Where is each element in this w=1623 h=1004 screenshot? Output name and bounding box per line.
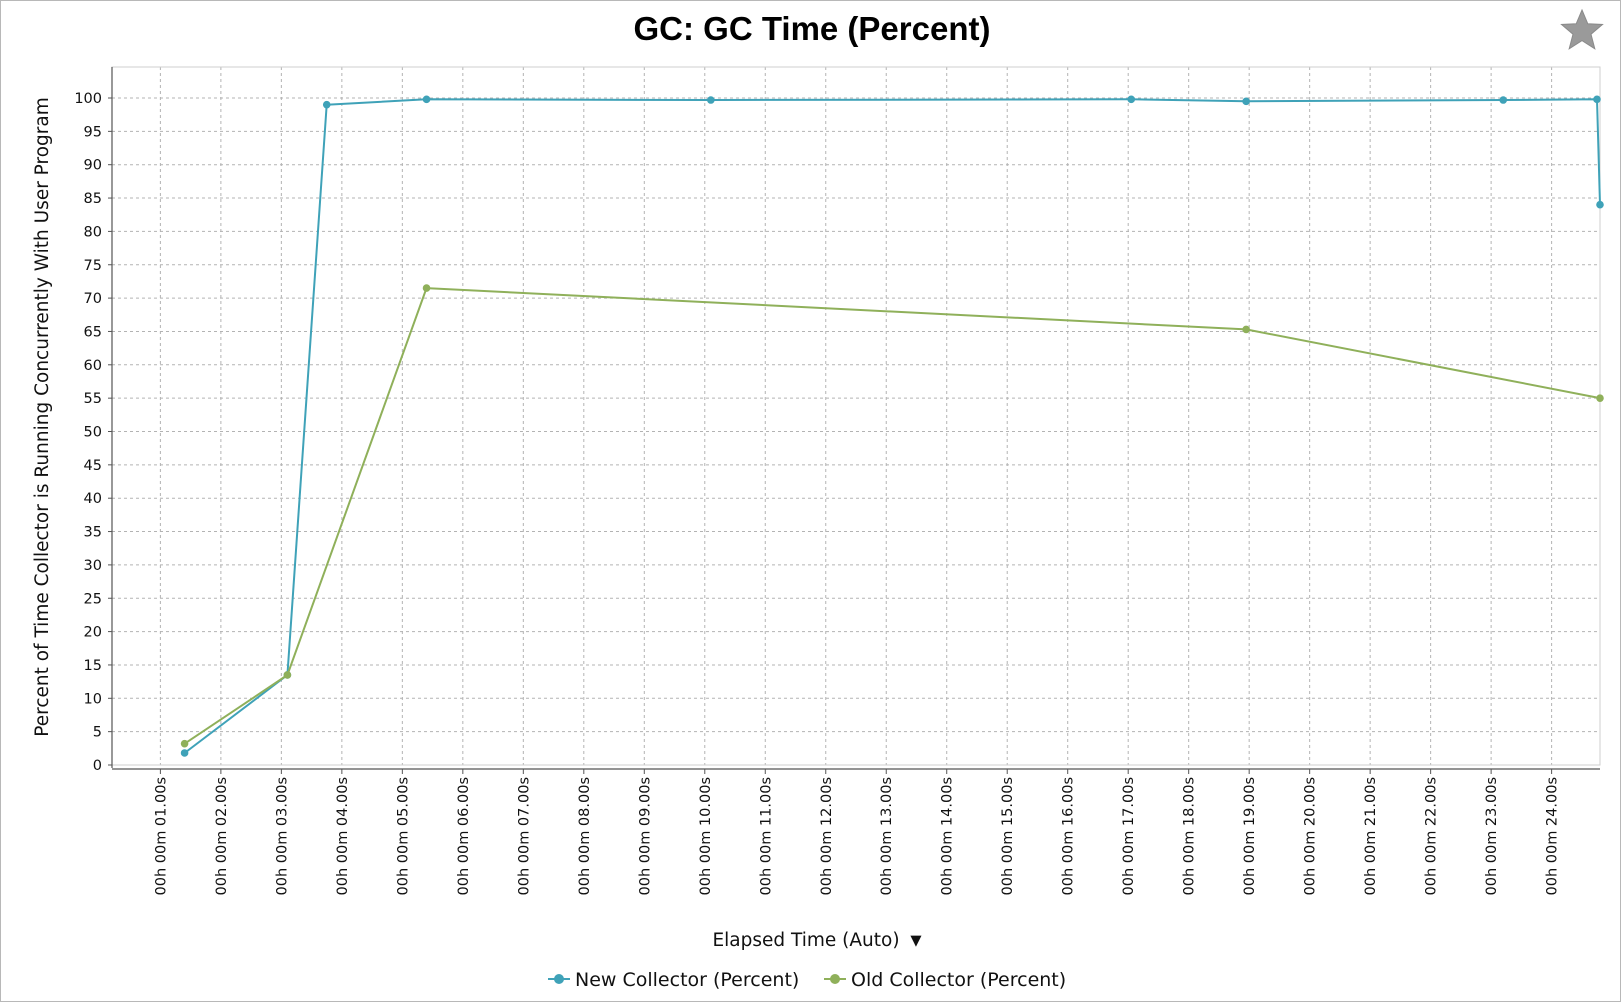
series-line (184, 287, 1601, 745)
x-tick-label: 00h 00m 12.00s (819, 777, 835, 896)
data-point (180, 749, 189, 757)
y-tick-label: 10 (84, 691, 102, 707)
data-point (1242, 325, 1250, 334)
x-tick-label: 00h 00m 05.00s (395, 777, 411, 896)
x-tick-label: 00h 00m 17.00s (1121, 777, 1137, 896)
x-tick-label: 00h 00m 06.00s (456, 777, 472, 896)
x-axis-ticks: 00h 00m 01.00s 00h 00m 02.00s 00h 00m 03.0… (153, 769, 1561, 896)
x-tick-label: 00h 00m 02.00s (214, 777, 230, 896)
x-tick-label: 00h 00m 16.00s (1061, 777, 1077, 896)
data-point (1242, 97, 1250, 106)
x-tick-label: 00h 00m 01.00s (153, 777, 169, 896)
series-line (183, 98, 1601, 754)
data-point (322, 100, 331, 109)
legend-swatch-marker (830, 974, 840, 984)
y-tick-label: 80 (84, 224, 102, 240)
data-point (707, 96, 715, 104)
y-tick-label: 25 (84, 591, 102, 607)
y-tick-label: 75 (84, 258, 102, 274)
y-tick-label: 85 (84, 191, 102, 207)
x-axis-label[interactable]: Elapsed Time (Auto) (712, 930, 899, 951)
series (180, 95, 1604, 757)
y-tick-label: 55 (84, 391, 102, 407)
legend-item: Old Collector (Percent) (824, 969, 1066, 991)
data-point (1596, 200, 1604, 209)
y-tick-label: 50 (84, 425, 102, 441)
x-tick-label: 00h 00m 23.00s (1484, 777, 1500, 896)
y-tick-label: 40 (84, 491, 102, 507)
x-tick-label: 00h 00m 21.00s (1363, 777, 1379, 896)
x-tick-label: 00h 00m 24.00s (1545, 777, 1561, 896)
data-point (180, 739, 189, 748)
x-tick-label: 00h 00m 14.00s (940, 777, 956, 896)
y-tick-label: 65 (84, 324, 102, 340)
legend-swatch-marker (554, 974, 564, 984)
x-tick-label: 00h 00m 15.00s (1000, 777, 1016, 896)
legend: New Collector (Percent) Old Collector (Pe… (548, 969, 1066, 991)
y-tick-label: 20 (84, 625, 102, 641)
data-point (1127, 95, 1136, 104)
series-old-collector (180, 284, 1604, 748)
y-tick-label: 0 (93, 758, 102, 774)
series-new-collector (180, 95, 1604, 757)
y-tick-label: 15 (84, 658, 102, 674)
x-tick-label: 00h 00m 04.00s (335, 777, 351, 896)
plot-area (111, 66, 1601, 766)
y-tick-label: 95 (84, 124, 102, 140)
legend-label: Old Collector (Percent) (851, 969, 1066, 991)
data-point (283, 671, 292, 679)
x-tick-label: 00h 00m 13.00s (879, 777, 895, 896)
y-tick-label: 90 (84, 158, 102, 174)
x-axis-label-control[interactable]: Elapsed Time (Auto) ▼ (712, 930, 922, 951)
chart-title: GC: GC Time (Percent) (634, 10, 991, 47)
data-point (422, 95, 431, 104)
x-tick-label: 00h 00m 08.00s (577, 777, 593, 896)
x-tick-label: 00h 00m 11.00s (758, 777, 774, 896)
x-tick-label: 00h 00m 09.00s (637, 777, 653, 896)
x-tick-label: 00h 00m 22.00s (1424, 777, 1440, 896)
legend-item: New Collector (Percent) (548, 969, 799, 991)
x-tick-label: 00h 00m 03.00s (274, 777, 290, 896)
x-tick-label: 00h 00m 18.00s (1182, 777, 1198, 896)
grid (112, 67, 1600, 765)
star-icon[interactable] (1560, 8, 1604, 50)
axes (111, 66, 1601, 770)
y-tick-label: 100 (74, 91, 102, 107)
legend-label: New Collector (Percent) (575, 969, 799, 991)
y-tick-label: 5 (93, 725, 102, 741)
y-tick-label: 30 (84, 558, 102, 574)
x-tick-label: 00h 00m 10.00s (698, 777, 714, 896)
y-tick-label: 70 (84, 291, 102, 307)
x-tick-label: 00h 00m 07.00s (516, 777, 532, 896)
y-axis-label: Percent of Time Collector is Running Con… (32, 97, 53, 737)
y-tick-label: 60 (84, 358, 102, 374)
data-point (1593, 95, 1601, 104)
y-tick-label: 35 (84, 525, 102, 541)
data-point (422, 284, 431, 292)
y-axis-ticks: 0 5 10 15 20 25 30 35 40 45 50 55 60 65 70 75 80 85 90 95 10… (74, 91, 112, 774)
y-tick-label: 45 (84, 458, 102, 474)
x-tick-label: 00h 00m 19.00s (1242, 777, 1258, 896)
dropdown-arrow-icon[interactable]: ▼ (910, 933, 922, 949)
data-point (1499, 96, 1508, 104)
data-point (1596, 394, 1604, 402)
x-tick-label: 00h 00m 20.00s (1303, 777, 1319, 896)
